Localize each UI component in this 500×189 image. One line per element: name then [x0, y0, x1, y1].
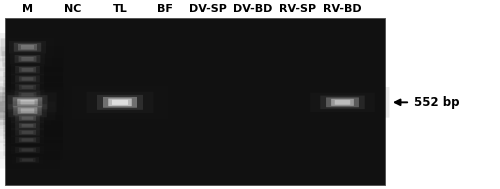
- FancyBboxPatch shape: [4, 80, 51, 94]
- FancyBboxPatch shape: [296, 87, 390, 118]
- FancyBboxPatch shape: [86, 92, 154, 113]
- FancyBboxPatch shape: [11, 74, 44, 84]
- FancyBboxPatch shape: [12, 156, 43, 164]
- FancyBboxPatch shape: [108, 98, 132, 106]
- FancyBboxPatch shape: [97, 95, 143, 110]
- FancyBboxPatch shape: [10, 90, 45, 100]
- FancyBboxPatch shape: [22, 68, 34, 72]
- FancyBboxPatch shape: [8, 104, 47, 117]
- FancyBboxPatch shape: [11, 128, 44, 137]
- FancyBboxPatch shape: [112, 100, 128, 105]
- FancyBboxPatch shape: [18, 107, 38, 114]
- FancyBboxPatch shape: [20, 158, 36, 162]
- FancyBboxPatch shape: [335, 100, 350, 105]
- FancyBboxPatch shape: [4, 134, 51, 146]
- FancyBboxPatch shape: [12, 97, 42, 107]
- FancyBboxPatch shape: [19, 85, 36, 90]
- FancyBboxPatch shape: [15, 84, 40, 91]
- Text: 552 bp: 552 bp: [414, 96, 460, 109]
- FancyBboxPatch shape: [11, 121, 44, 130]
- FancyBboxPatch shape: [21, 45, 34, 49]
- FancyBboxPatch shape: [22, 57, 34, 61]
- Text: BF: BF: [157, 4, 173, 14]
- FancyBboxPatch shape: [2, 88, 53, 102]
- FancyBboxPatch shape: [11, 113, 44, 123]
- Text: RV-SP: RV-SP: [279, 4, 316, 14]
- FancyBboxPatch shape: [19, 67, 36, 72]
- FancyBboxPatch shape: [0, 38, 54, 56]
- FancyBboxPatch shape: [15, 129, 40, 136]
- FancyBboxPatch shape: [72, 85, 168, 119]
- FancyBboxPatch shape: [18, 92, 36, 98]
- FancyBboxPatch shape: [2, 51, 53, 67]
- FancyBboxPatch shape: [4, 72, 51, 86]
- FancyBboxPatch shape: [326, 97, 359, 107]
- FancyBboxPatch shape: [310, 93, 375, 112]
- FancyBboxPatch shape: [9, 41, 46, 53]
- FancyBboxPatch shape: [14, 55, 40, 63]
- FancyBboxPatch shape: [22, 116, 34, 120]
- FancyBboxPatch shape: [11, 82, 44, 92]
- FancyBboxPatch shape: [15, 115, 40, 122]
- Text: RV-BD: RV-BD: [323, 4, 362, 14]
- Bar: [5, 18, 385, 185]
- FancyBboxPatch shape: [15, 137, 40, 143]
- FancyBboxPatch shape: [10, 53, 45, 64]
- FancyBboxPatch shape: [15, 147, 40, 153]
- FancyBboxPatch shape: [0, 92, 56, 112]
- FancyBboxPatch shape: [14, 91, 40, 99]
- FancyBboxPatch shape: [15, 122, 40, 129]
- FancyBboxPatch shape: [331, 99, 354, 106]
- FancyBboxPatch shape: [0, 101, 56, 120]
- FancyBboxPatch shape: [11, 136, 44, 144]
- FancyBboxPatch shape: [4, 111, 51, 125]
- FancyBboxPatch shape: [0, 86, 70, 118]
- FancyBboxPatch shape: [19, 76, 36, 81]
- FancyBboxPatch shape: [20, 100, 34, 105]
- FancyBboxPatch shape: [22, 138, 34, 141]
- FancyBboxPatch shape: [19, 116, 36, 121]
- FancyBboxPatch shape: [18, 44, 37, 50]
- FancyBboxPatch shape: [19, 148, 36, 152]
- FancyBboxPatch shape: [4, 126, 51, 139]
- FancyBboxPatch shape: [4, 144, 51, 156]
- Text: DV-SP: DV-SP: [188, 4, 226, 14]
- FancyBboxPatch shape: [22, 77, 34, 81]
- FancyBboxPatch shape: [19, 123, 36, 128]
- FancyBboxPatch shape: [22, 93, 34, 97]
- Text: TL: TL: [112, 4, 128, 14]
- FancyBboxPatch shape: [0, 107, 62, 129]
- FancyBboxPatch shape: [15, 75, 40, 83]
- FancyBboxPatch shape: [17, 99, 38, 106]
- FancyBboxPatch shape: [0, 96, 68, 125]
- FancyBboxPatch shape: [19, 130, 36, 135]
- FancyBboxPatch shape: [22, 124, 34, 127]
- FancyBboxPatch shape: [15, 66, 40, 74]
- Text: M: M: [22, 4, 33, 14]
- FancyBboxPatch shape: [22, 86, 34, 89]
- FancyBboxPatch shape: [0, 33, 66, 61]
- FancyBboxPatch shape: [4, 119, 51, 132]
- FancyBboxPatch shape: [16, 157, 39, 163]
- FancyBboxPatch shape: [11, 146, 44, 154]
- FancyBboxPatch shape: [0, 47, 64, 71]
- FancyBboxPatch shape: [8, 95, 48, 109]
- FancyBboxPatch shape: [22, 131, 34, 134]
- FancyBboxPatch shape: [103, 97, 137, 108]
- FancyBboxPatch shape: [22, 159, 33, 161]
- Text: NC: NC: [64, 4, 81, 14]
- FancyBboxPatch shape: [320, 95, 365, 109]
- FancyBboxPatch shape: [14, 43, 41, 52]
- FancyBboxPatch shape: [18, 56, 36, 62]
- FancyBboxPatch shape: [5, 154, 50, 165]
- FancyBboxPatch shape: [19, 138, 36, 142]
- FancyBboxPatch shape: [13, 106, 42, 115]
- FancyBboxPatch shape: [11, 65, 44, 75]
- Text: DV-BD: DV-BD: [233, 4, 272, 14]
- FancyBboxPatch shape: [22, 149, 34, 151]
- FancyBboxPatch shape: [20, 108, 34, 113]
- FancyBboxPatch shape: [4, 62, 51, 77]
